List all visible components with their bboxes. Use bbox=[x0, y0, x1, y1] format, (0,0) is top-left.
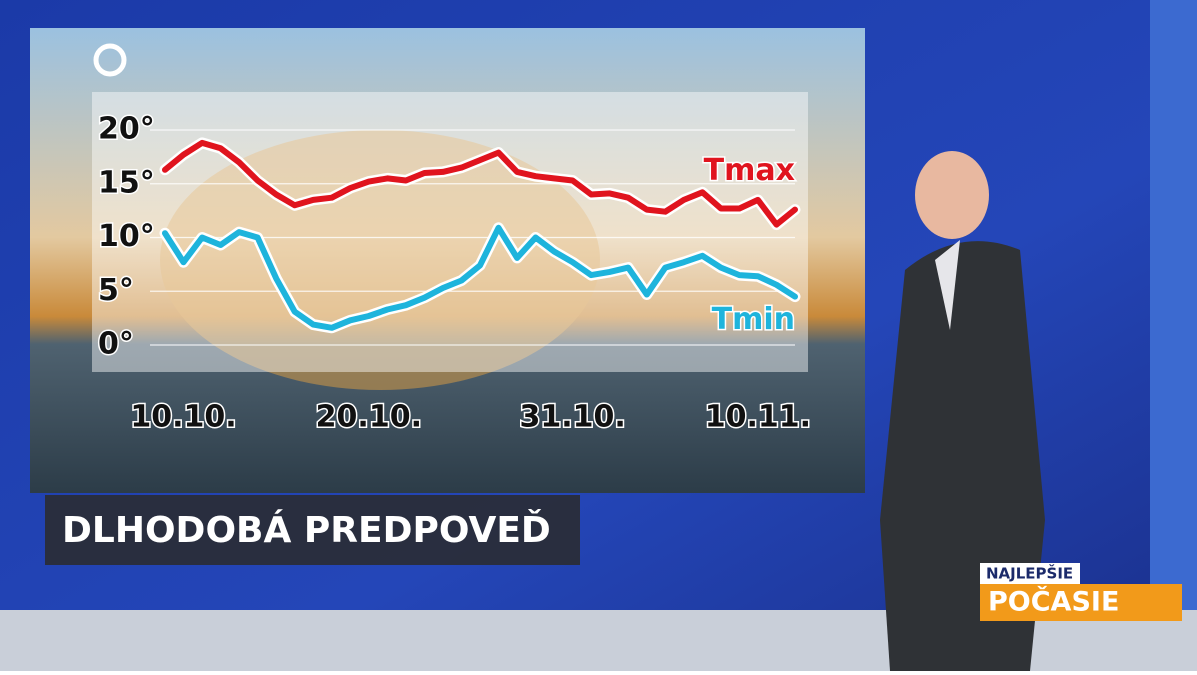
chart: 0° 5° 10° 15° 20° 10.10. 20.10. 31.10. 10.11. Tma… bbox=[97, 110, 813, 436]
x-tick-label: 10.11. bbox=[705, 400, 811, 435]
line bbox=[162, 224, 798, 331]
y-tick-label: 15° bbox=[98, 165, 155, 200]
presenter-head bbox=[915, 151, 989, 239]
y-tick-label: 10° bbox=[98, 219, 155, 254]
x-tick-label: 10.10. bbox=[130, 400, 236, 435]
chart-title: DLHODOBÁ PREDPOVEĎ bbox=[62, 509, 551, 551]
brand-line1: NAJLEPŠIE bbox=[986, 564, 1073, 583]
title-box bbox=[45, 495, 580, 565]
channel-logo bbox=[93, 43, 127, 77]
brand-line2: POČASIE bbox=[988, 586, 1119, 618]
chart-panel bbox=[92, 92, 808, 372]
brand-box-top bbox=[980, 563, 1080, 584]
presenter-shirt bbox=[935, 240, 960, 330]
y-tick-label: 20° bbox=[98, 112, 155, 147]
y-tick-label: 5° bbox=[98, 273, 134, 308]
y-tick-label: 0° bbox=[98, 327, 134, 362]
x-tick-label: 31.10. bbox=[519, 400, 625, 435]
legend-label: Tmin bbox=[712, 302, 795, 337]
studio-wall bbox=[1150, 0, 1197, 671]
brand-box-bottom bbox=[980, 584, 1182, 621]
legend-label: Tmax bbox=[704, 153, 795, 188]
line bbox=[162, 139, 798, 228]
x-tick-label: 20.10. bbox=[316, 400, 422, 435]
